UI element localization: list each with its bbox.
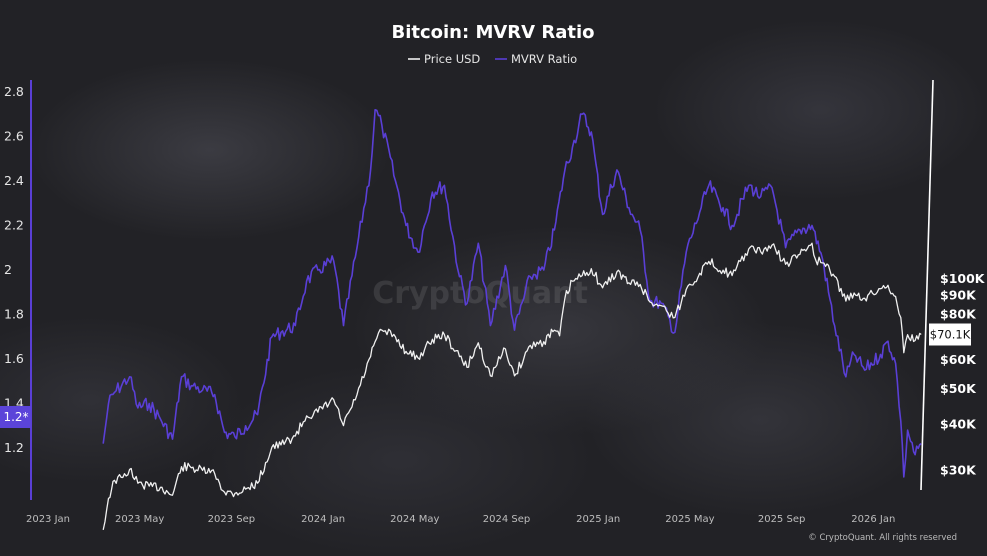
- price-series-line[interactable]: [102, 242, 922, 531]
- left-tick-label-4: 2: [4, 262, 12, 277]
- right-axis-line: [920, 79, 934, 491]
- left-tick-label-7: 2.6: [4, 129, 24, 144]
- x-tick-label-6: 2025 Jan: [576, 514, 620, 525]
- x-tick-label-8: 2025 Sep: [758, 514, 805, 525]
- left-tick-label-8: 2.8: [4, 84, 24, 99]
- x-tick-label-7: 2025 May: [665, 514, 714, 525]
- legend-label-mvrv[interactable]: MVRV Ratio: [511, 52, 577, 66]
- left-tick-label-2: 1.6: [4, 351, 24, 366]
- legend-label-price[interactable]: Price USD: [424, 52, 480, 66]
- x-axis-ticks: 2023 Jan 2023 May 2023 Sep 2024 Jan 2024 May…: [26, 514, 895, 525]
- x-tick-label-3: 2024 Jan: [301, 514, 345, 525]
- price-current-marker-box: [929, 323, 971, 346]
- left-tick-label-6: 2.4: [4, 173, 24, 188]
- right-tick-label-1: $40K: [940, 417, 977, 432]
- x-tick-label-2: 2023 Sep: [208, 514, 255, 525]
- x-tick-label-9: 2026 Jan: [851, 514, 895, 525]
- mvrv-current-marker-label: 1.2*: [3, 410, 28, 424]
- price-current-marker-label: $70.1K: [930, 328, 971, 342]
- right-tick-label-6: $100K: [940, 271, 986, 286]
- right-axis-ticks: $30K $40K $50K $60K $80K $90K $100K: [940, 271, 986, 477]
- x-tick-label-5: 2024 Sep: [483, 514, 530, 525]
- right-tick-label-0: $30K: [940, 462, 977, 477]
- x-tick-label-4: 2024 May: [390, 514, 439, 525]
- mvrv-current-marker-box: [0, 406, 31, 428]
- x-tick-label-1: 2023 May: [115, 514, 164, 525]
- x-tick-label-0: 2023 Jan: [26, 514, 70, 525]
- copyright-credit: © CryptoQuant. All rights reserved: [808, 533, 957, 543]
- left-tick-label-5: 2.2: [4, 218, 24, 233]
- right-tick-label-2: $50K: [940, 381, 977, 396]
- price-current-marker: $70.1K: [929, 323, 971, 346]
- right-tick-label-4: $80K: [940, 306, 977, 321]
- right-tick-label-3: $60K: [940, 352, 977, 367]
- legend: Price USD MVRV Ratio: [408, 52, 577, 66]
- mvrv-series-line[interactable]: [102, 109, 922, 478]
- left-tick-label-0: 1.2: [4, 440, 24, 455]
- mvrv-current-marker: 1.2*: [0, 406, 31, 428]
- left-tick-label-3: 1.8: [4, 307, 24, 322]
- watermark: CryptoQuant: [372, 276, 588, 311]
- right-tick-label-5: $90K: [940, 288, 977, 303]
- chart-title: Bitcoin: MVRV Ratio: [391, 22, 594, 43]
- left-axis-ticks: 1.21.41.61.822.22.42.62.8: [4, 84, 24, 455]
